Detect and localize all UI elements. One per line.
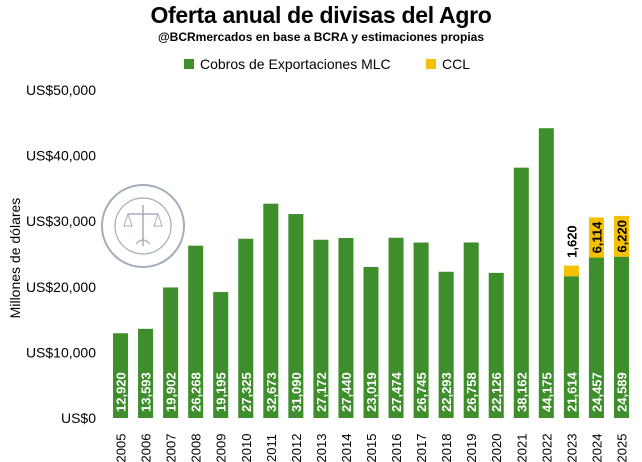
x-tick-label: 2005 (114, 434, 129, 462)
y-tick-label: US$0 (61, 410, 96, 426)
bar-value-label-mlc: 13,593 (139, 372, 154, 412)
y-axis: US$0 US$10,000 US$20,000 US$30,000 US$40,000… (26, 82, 96, 426)
chart-title: Oferta anual de divisas del Agro (150, 2, 492, 28)
x-tick-label: 2021 (514, 434, 529, 462)
x-tick-label: 2007 (164, 434, 179, 462)
bar-value-label-mlc: 22,126 (489, 372, 504, 412)
bar-mlc (388, 237, 404, 418)
x-tick-label: 2012 (289, 434, 304, 462)
bar-mlc (488, 272, 504, 418)
bar-value-label-mlc: 22,293 (439, 372, 454, 412)
bar-mlc (513, 167, 529, 418)
bar-mlc (138, 328, 154, 418)
legend: Cobros de Exportaciones MLC CCL (184, 56, 470, 72)
legend-label-ccl: CCL (442, 56, 470, 72)
bcr-logo-watermark (101, 184, 185, 268)
x-tick-label: 2009 (214, 434, 229, 462)
x-tick-label: 2015 (364, 434, 379, 462)
bar-value-label-mlc: 21,614 (564, 371, 579, 412)
bar-mlc (238, 238, 254, 418)
legend-swatch-mlc (184, 59, 194, 69)
bar-value-label-mlc: 19,195 (214, 372, 229, 412)
bar-value-label-ccl: 6,220 (614, 220, 629, 253)
bar-value-label-mlc: 27,325 (239, 372, 254, 412)
x-tick-label: 2023 (564, 434, 579, 462)
bar-value-label-ccl: 6,114 (589, 221, 604, 254)
x-tick-label: 2010 (239, 434, 254, 462)
bar-value-label-mlc: 32,673 (264, 372, 279, 412)
bar-value-label-mlc: 27,172 (314, 372, 329, 412)
bar-value-label-mlc: 12,920 (114, 372, 129, 412)
x-tick-label: 2013 (314, 434, 329, 462)
bar-value-label-mlc: 31,090 (289, 372, 304, 412)
bar-mlc (563, 276, 579, 418)
bar-value-label-mlc: 44,175 (539, 372, 554, 412)
x-tick-label: 2016 (389, 434, 404, 462)
x-tick-label: 2008 (189, 434, 204, 462)
bar-value-label-mlc: 27,474 (389, 371, 404, 412)
bar-ccl (588, 217, 604, 258)
x-tick-label: 2024 (589, 434, 604, 462)
bar-mlc (538, 128, 554, 418)
bar-mlc (188, 245, 204, 418)
y-tick-label: US$50,000 (26, 82, 96, 98)
bar-value-label-mlc: 26,268 (189, 372, 204, 412)
bar-value-label-mlc: 24,457 (589, 372, 604, 412)
x-tick-label: 2019 (464, 434, 479, 462)
bar-ccl (563, 265, 579, 277)
bar-value-label-mlc: 26,745 (414, 372, 429, 412)
bar-mlc (363, 266, 379, 418)
bar-mlc (413, 242, 429, 418)
bar-mlc (288, 214, 304, 418)
bar-value-label-mlc: 24,589 (614, 372, 629, 412)
y-tick-label: US$40,000 (26, 148, 96, 164)
y-tick-label: US$30,000 (26, 213, 96, 229)
y-tick-label: US$20,000 (26, 279, 96, 295)
bar-mlc (213, 292, 229, 418)
bar-ccl (613, 215, 629, 257)
bar-mlc (263, 203, 279, 418)
bar-mlc (338, 237, 354, 418)
bar-value-label-mlc: 27,440 (339, 372, 354, 412)
bar-mlc (113, 333, 129, 418)
bar-value-label-mlc: 23,019 (364, 372, 379, 412)
legend-swatch-ccl (426, 59, 436, 69)
x-axis: 2005 2006 2007 2008 2009 2010 2011 2012 2013 2014… (114, 434, 630, 462)
bar-mlc (438, 271, 454, 418)
x-tick-label: 2011 (264, 434, 279, 462)
x-tick-label: 2006 (139, 434, 154, 462)
x-tick-label: 2014 (339, 434, 354, 462)
y-tick-label: US$10,000 (26, 344, 96, 360)
bar-mlc (463, 242, 479, 418)
legend-label-mlc: Cobros de Exportaciones MLC (200, 56, 391, 72)
x-tick-label: 2020 (489, 434, 504, 462)
bar-value-label-mlc: 19,902 (164, 372, 179, 412)
chart-subtitle: @BCRmercados en base a BCRA y estimacion… (157, 30, 485, 44)
x-tick-label: 2022 (539, 434, 554, 462)
bar-mlc (313, 239, 329, 418)
x-tick-label: 2025 (614, 434, 629, 462)
bar-mlc (163, 287, 179, 418)
bar-mlc (588, 257, 604, 418)
x-tick-label: 2017 (414, 434, 429, 462)
bars: 12,920 13,593 19,902 26,268 19,195 27,325 32,6… (113, 128, 629, 418)
x-tick-label: 2018 (439, 434, 454, 462)
bar-value-label-mlc: 38,162 (514, 372, 529, 412)
y-axis-label: Millones de dólares (7, 198, 23, 319)
bar-mlc (613, 256, 629, 418)
bar-value-label-ccl: 1,620 (564, 225, 579, 258)
bar-value-label-mlc: 26,758 (464, 372, 479, 412)
